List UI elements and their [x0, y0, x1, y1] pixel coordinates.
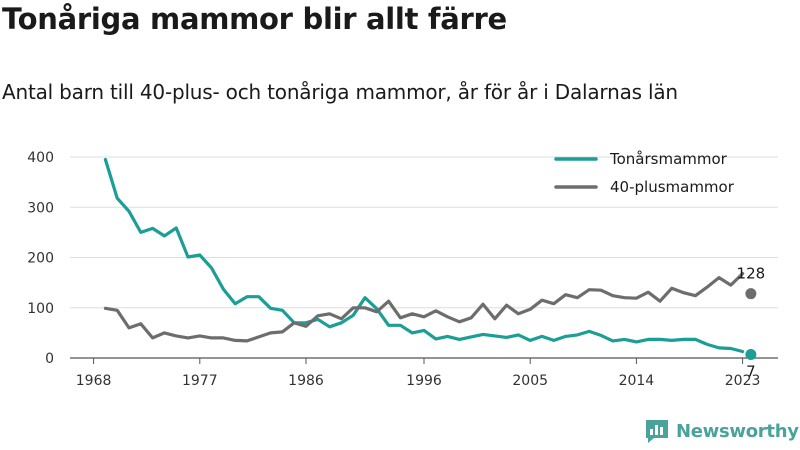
x-tick-label: 1968 — [76, 373, 112, 389]
y-tick-label: 100 — [27, 301, 54, 317]
x-axis-ticks: 1968 1977 1986 1996 2005 2014 2023 — [76, 358, 761, 389]
chart-subtitle: Antal barn till 40-plus- och tonåriga ma… — [2, 80, 678, 104]
x-tick-label: 2023 — [725, 373, 761, 389]
x-tick-label: 1977 — [182, 373, 218, 389]
x-tick-label: 2014 — [619, 373, 655, 389]
teen-end-label: 7 — [746, 362, 756, 380]
y-tick-label: 0 — [45, 351, 54, 367]
teen-legend-label: Tonårsmammor — [609, 150, 728, 168]
forty-series-line — [103, 272, 745, 343]
x-tick-label: 1986 — [288, 373, 324, 389]
chart-title: Tonåriga mammor blir allt färre — [2, 2, 507, 36]
series-lines — [103, 157, 745, 354]
y-tick-label: 200 — [27, 251, 54, 267]
legend: Tonårsmammor 40-plusmammor — [554, 150, 735, 196]
forty-end-marker — [745, 288, 757, 300]
x-tick-label: 2005 — [512, 373, 548, 389]
teen-series-line — [103, 157, 745, 354]
y-axis-ticks: 0 100 200 300 400 — [27, 150, 54, 367]
forty-end-label: 128 — [737, 265, 766, 283]
brand-name: Newsworthy — [676, 420, 799, 442]
bar-chart-logo-icon — [646, 420, 668, 443]
x-tick-label: 1996 — [406, 373, 442, 389]
y-tick-label: 400 — [27, 150, 54, 166]
end-markers: 128 7 — [737, 265, 766, 381]
newsworthy-brand[interactable]: Newsworthy — [644, 418, 799, 444]
forty-legend-label: 40-plusmammor — [610, 178, 735, 196]
teen-end-marker — [745, 348, 757, 360]
y-tick-label: 300 — [27, 200, 54, 216]
